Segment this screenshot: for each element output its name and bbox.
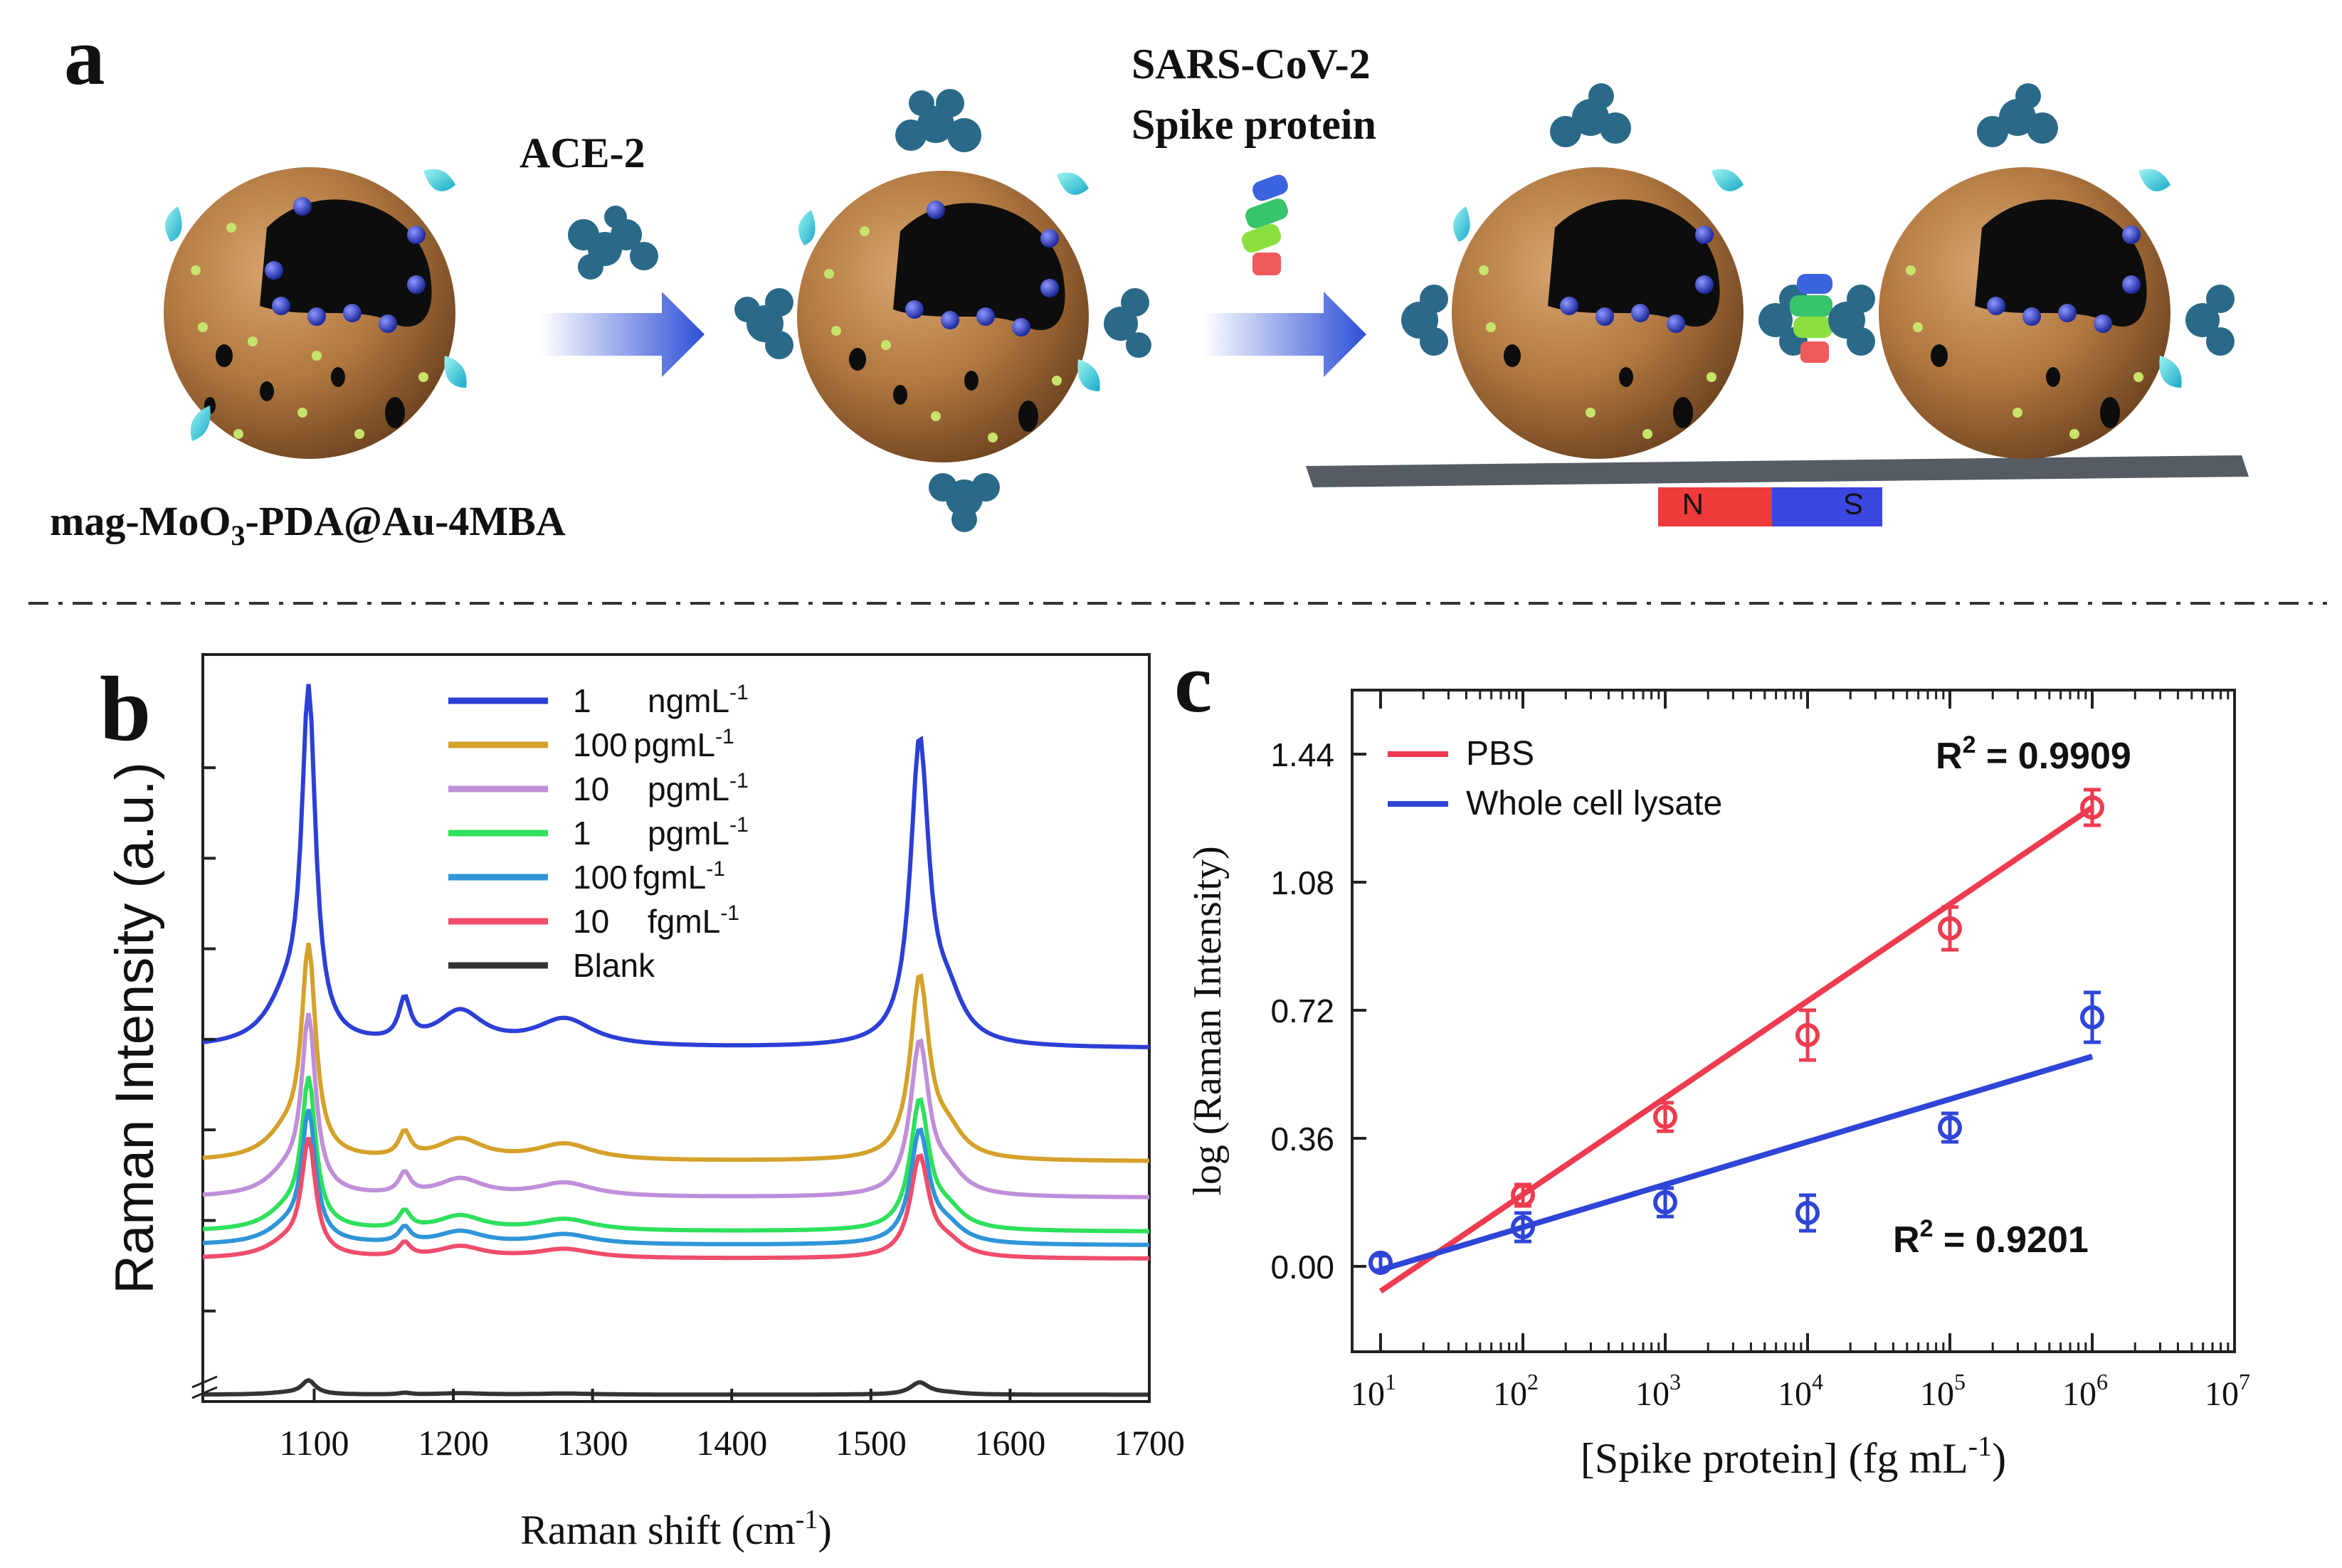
r2-pbs: R2 = 0.9909	[1936, 731, 2131, 777]
ace2-protein-icon	[568, 206, 658, 280]
spectrum-line-6	[203, 1377, 1149, 1397]
panel-b-xlabel: Raman shift (cm-1)	[520, 1505, 832, 1553]
b-xtick-label: 1500	[835, 1423, 907, 1463]
panel-c-ylabel: log (Raman Intensity)	[1186, 846, 1230, 1195]
panel-a: a mag-MoO	[50, 11, 2249, 551]
panel-b-legend: 1 ngmL-1 100 pgmL-1 10 pgmL-1 1 pgmL-1 100 fgmL-1…	[448, 681, 749, 984]
data-point	[1511, 1183, 1535, 1207]
panel-b-series	[202, 684, 1149, 1397]
legend-label-2: 10 pgmL-1	[573, 769, 749, 807]
arrow-spike	[1203, 292, 1366, 377]
spectrum-line-1	[202, 943, 1149, 1163]
magnet-s-text: S	[1844, 487, 1864, 521]
nanoparticle-captured-left	[1401, 83, 1808, 459]
panel-c-letter: c	[1174, 635, 1212, 730]
axis-break-icon	[191, 1375, 218, 1399]
data-point	[1795, 1023, 1820, 1047]
r2-lysate: R2 = 0.9201	[1893, 1215, 2089, 1261]
b-xtick-label: 1300	[557, 1423, 628, 1463]
legend-pbs-label: PBS	[1466, 735, 1534, 773]
spike-label-line1: SARS-CoV-2	[1132, 41, 1371, 88]
data-point	[1795, 1201, 1820, 1225]
spike-protein-icon	[1241, 174, 1288, 275]
spike-label-line2: Spike protein	[1132, 101, 1376, 148]
spike-bridge	[1790, 274, 1832, 363]
nanoparticle-ace2	[734, 89, 1151, 532]
b-xtick-label: 1100	[279, 1423, 349, 1463]
c-ytick-label: 0.00	[1270, 1249, 1334, 1286]
magnet-n-text: N	[1682, 487, 1704, 521]
legend-lysate-label: Whole cell lysate	[1466, 785, 1722, 822]
spectrum-line-0	[202, 684, 1149, 1049]
panel-a-letter: a	[64, 11, 105, 102]
c-ytick-label: 0.72	[1270, 992, 1334, 1029]
magnet-s-pole	[1772, 487, 1882, 526]
particle-label: mag-MoO3-PDA@Au-4MBA	[50, 498, 566, 551]
legend-label-1: 100 pgmL-1	[573, 725, 734, 763]
magnetic-platform: N S	[1306, 455, 2249, 526]
spectrum-line-4	[202, 1108, 1149, 1247]
panel-b-ylabel: Raman Intensity (a.u.)	[105, 762, 165, 1294]
spectrum-line-3	[202, 1076, 1149, 1234]
c-xtick-label: 101	[1351, 1369, 1396, 1413]
c-xtick-label: 106	[2062, 1369, 2108, 1413]
data-point	[1368, 1251, 1393, 1275]
legend-label-3: 1 pgmL-1	[573, 813, 749, 852]
data-point	[1653, 1105, 1677, 1129]
data-point	[2080, 795, 2104, 820]
c-xtick-label: 103	[1635, 1369, 1681, 1413]
nanoparticle-captured-right	[1828, 83, 2235, 459]
fit-line-0	[1378, 805, 2094, 1294]
legend-label-0: 1 ngmL-1	[573, 681, 749, 719]
panel-b-xticks: 1100 1200 1300 1400 1500 1600 1700	[203, 766, 1185, 1463]
c-ytick-label: 1.44	[1270, 736, 1334, 773]
b-xtick-label: 1400	[696, 1423, 767, 1463]
panel-c-points	[1368, 788, 2104, 1275]
arrow-ace2	[541, 292, 705, 377]
panel-b-letter: b	[100, 658, 151, 761]
panel-c-fits	[1378, 805, 2094, 1294]
legend-label-4: 100 fgmL-1	[573, 857, 725, 896]
data-point	[1511, 1215, 1535, 1239]
b-xtick-label: 1200	[418, 1423, 489, 1463]
panel-c: c 0.00 0.36 0.72 1.08 1.44 101 102 103 104 105 106…	[1174, 635, 2250, 1482]
panel-c-xlabel: [Spike protein] (fg mL-1)	[1581, 1430, 2006, 1482]
data-point	[2080, 1005, 2104, 1029]
panel-b-frame	[201, 653, 1151, 1403]
magnet-n-pole	[1658, 487, 1772, 526]
data-point	[1653, 1190, 1677, 1214]
spectrum-line-5	[202, 1137, 1149, 1261]
c-xtick-label: 105	[1920, 1369, 1966, 1413]
data-point	[1938, 1116, 1962, 1140]
c-ytick-label: 1.08	[1270, 864, 1334, 901]
b-xtick-label: 1700	[1114, 1423, 1185, 1463]
panel-c-legend: PBS Whole cell lysate	[1388, 735, 1722, 822]
panel-c-axes: 0.00 0.36 0.72 1.08 1.44 101 102 103 104 105 106 10…	[1270, 690, 2250, 1413]
legend-label-6: Blank	[573, 947, 655, 984]
c-xtick-label: 104	[1778, 1369, 1823, 1413]
c-xtick-label: 107	[2205, 1369, 2250, 1413]
panel-b: b 1100 1200 1300 1400 1500 1600 1700 1 ngmL-1 10…	[100, 653, 1185, 1553]
nanoparticle-bare	[164, 167, 467, 459]
b-xtick-label: 1600	[974, 1423, 1045, 1463]
c-ytick-label: 0.36	[1270, 1121, 1334, 1158]
legend-label-5: 10 fgmL-1	[573, 901, 739, 940]
data-point	[1938, 916, 1962, 941]
fit-line-1	[1379, 1054, 2094, 1273]
spectrum-line-2	[202, 1012, 1149, 1199]
c-xtick-label: 102	[1493, 1369, 1539, 1413]
ace2-label: ACE-2	[519, 129, 645, 176]
